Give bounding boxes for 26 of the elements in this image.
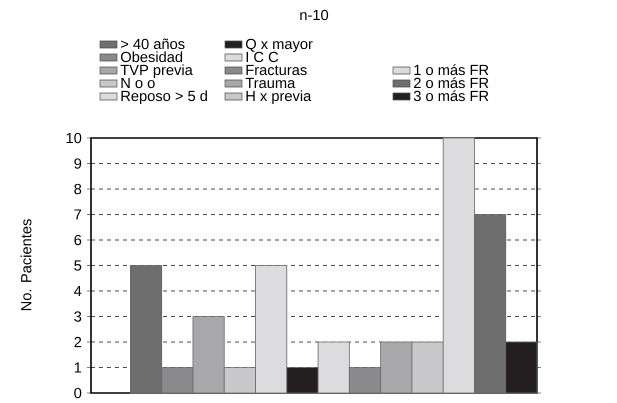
legend-label: Trauma [246, 78, 296, 88]
legend-label: > 40 años [121, 38, 185, 50]
y-tick-label: 8 [74, 184, 82, 194]
legend-label: N o o [121, 78, 155, 88]
y-tick-label: 7 [74, 209, 82, 220]
legend-label: Reposo > 5 d [121, 90, 207, 104]
legend-label: 1 o más FR [414, 64, 488, 76]
chart-title: n-10 [300, 10, 328, 20]
legend-label: TVP previa [120, 64, 193, 78]
legend-label: H x previa [246, 90, 312, 104]
y-tick-label: 9 [74, 158, 82, 169]
legend-label: 3 o más FR [414, 90, 488, 102]
legend-label: 2 o más FR [414, 77, 488, 88]
y-tick-label: 4 [74, 286, 82, 296]
y-axis-title: No. Pacientes [20, 219, 32, 310]
legend-label: Obesidad [120, 51, 182, 62]
y-tick-label: 6 [74, 234, 82, 246]
y-tick-label: 2 [74, 336, 82, 348]
y-tick-label: 5 [74, 260, 82, 271]
y-tick-label: 0 [74, 388, 82, 398]
y-tick-label: 10 [66, 132, 82, 144]
legend-label: I C C [246, 52, 278, 62]
y-tick-label: 1 [74, 362, 82, 373]
legend-label: Fracturas [246, 64, 307, 76]
legend-label: Q x mayor [246, 38, 313, 52]
y-tick-label: 3 [74, 311, 82, 322]
